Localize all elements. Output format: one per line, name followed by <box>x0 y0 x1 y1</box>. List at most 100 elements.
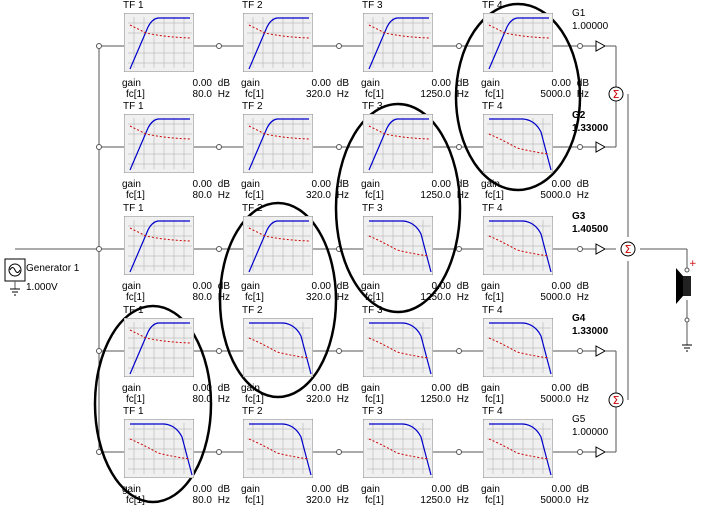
triangle-amp-icon[interactable] <box>595 345 607 357</box>
summer-symbol: Σ <box>625 243 632 256</box>
plot-frame <box>482 418 554 479</box>
fc-value: 5000.0 <box>540 190 571 201</box>
filter-title: TF 3 <box>362 406 383 417</box>
fc-label: fc[1] <box>245 89 264 100</box>
gain-unit: dB <box>336 484 349 495</box>
filter-block[interactable]: TF 1 gain 0.00 dB fc[1] 80.0 Hz <box>122 0 230 103</box>
gain-label: gain <box>241 281 260 292</box>
filter-block[interactable]: TF 4 gain 0.00 dB fc[1] 5000.0 Hz <box>481 203 589 306</box>
triangle-amp-icon[interactable] <box>595 446 607 458</box>
response-plot <box>482 418 554 479</box>
fc-unit: Hz <box>576 394 589 405</box>
plot-frame <box>362 418 434 479</box>
highlight-ellipse <box>218 201 338 399</box>
summer-icon[interactable] <box>608 86 624 102</box>
summer-icon[interactable] <box>608 392 624 408</box>
plot-frame <box>362 113 434 174</box>
gain-unit: dB <box>576 383 589 394</box>
gain-unit: dB <box>456 281 469 292</box>
filter-block[interactable]: TF 4 gain 0.00 dB fc[1] 5000.0 Hz <box>481 0 589 103</box>
speaker-icon[interactable]: + <box>676 259 697 304</box>
highlight-ellipse <box>334 102 462 314</box>
gain-stage-name: G5 <box>572 414 586 425</box>
fc-unit: Hz <box>336 292 349 303</box>
filter-block[interactable]: TF 2 gain 0.00 dB fc[1] 320.0 Hz <box>241 0 349 103</box>
gain-stage-value[interactable]: 1.00000 <box>572 21 609 32</box>
gain-unit: dB <box>576 484 589 495</box>
filter-title: TF 2 <box>242 406 263 417</box>
plot-frame <box>242 317 314 378</box>
gain-label: gain <box>481 383 500 394</box>
gain-value: 0.00 <box>311 383 331 394</box>
summer-icon[interactable] <box>620 241 636 257</box>
plot-frame <box>123 12 195 73</box>
filter-title: TF 3 <box>362 203 383 214</box>
filter-block[interactable]: TF 1 gain 0.00 dB fc[1] 80.0 Hz <box>122 101 230 204</box>
junction-node <box>577 43 583 49</box>
filter-block[interactable]: TF 2 gain 0.00 dB fc[1] 320.0 Hz <box>241 305 349 408</box>
gain-stage-value[interactable]: 1.33000 <box>572 326 609 337</box>
gain-label: gain <box>122 78 141 89</box>
response-plot <box>123 215 195 276</box>
gain-value: 0.00 <box>551 383 571 394</box>
filter-title: TF 2 <box>242 0 263 11</box>
triangle-amp-icon[interactable] <box>595 141 607 153</box>
gain-label: gain <box>122 484 141 495</box>
filter-block[interactable]: TF 1 gain 0.00 dB fc[1] 80.0 Hz <box>122 406 230 509</box>
gain-stage-value[interactable]: 1.00000 <box>572 427 609 438</box>
filter-block[interactable]: TF 3 gain 0.00 dB fc[1] 1250.0 Hz <box>361 0 469 103</box>
response-plot <box>482 113 554 174</box>
fc-value: 80.0 <box>192 394 212 405</box>
generator-name: Generator 1 <box>26 263 80 274</box>
junction-node <box>456 246 462 252</box>
response-plot <box>242 113 314 174</box>
filter-title: TF 3 <box>362 0 383 11</box>
gain-stage-value[interactable]: 1.33000 <box>572 123 609 134</box>
generator-voltage: 1.000V <box>26 282 58 293</box>
gain-unit: dB <box>336 383 349 394</box>
response-plot <box>482 317 554 378</box>
gain-unit: dB <box>217 383 230 394</box>
fc-unit: Hz <box>456 89 469 100</box>
filter-block[interactable]: TF 2 gain 0.00 dB fc[1] 320.0 Hz <box>241 101 349 204</box>
filter-block[interactable]: TF 4 gain 0.00 dB fc[1] 5000.0 Hz <box>481 305 589 408</box>
svg-text:+: + <box>689 259 697 269</box>
gain-label: gain <box>361 383 380 394</box>
gain-stage-value[interactable]: 1.40500 <box>572 224 609 235</box>
filter-block[interactable]: TF 1 gain 0.00 dB fc[1] 80.0 Hz <box>122 203 230 306</box>
triangle-amp-icon[interactable] <box>595 40 607 52</box>
filter-block[interactable]: TF 2 gain 0.00 dB fc[1] 320.0 Hz <box>241 203 349 306</box>
junction-node <box>577 449 583 455</box>
junction-node <box>96 246 102 252</box>
filter-block[interactable]: TF 2 gain 0.00 dB fc[1] 320.0 Hz <box>241 406 349 509</box>
fc-value: 80.0 <box>192 292 212 303</box>
response-plot <box>482 215 554 276</box>
gain-unit: dB <box>456 78 469 89</box>
response-plot <box>362 317 434 378</box>
sine-source-icon[interactable] <box>4 258 26 282</box>
filter-block[interactable]: TF 3 gain 0.00 dB fc[1] 1250.0 Hz <box>361 305 469 408</box>
plot-frame <box>123 113 195 174</box>
fc-label: fc[1] <box>485 190 504 201</box>
filter-block[interactable]: TF 4 gain 0.00 dB fc[1] 5000.0 Hz <box>481 406 589 509</box>
gain-label: gain <box>361 179 380 190</box>
gain-value: 0.00 <box>311 484 331 495</box>
filter-block[interactable]: TF 1 gain 0.00 dB fc[1] 80.0 Hz <box>122 305 230 408</box>
gain-label: gain <box>241 484 260 495</box>
filter-block[interactable]: TF 3 gain 0.00 dB fc[1] 1250.0 Hz <box>361 203 469 306</box>
gain-unit: dB <box>456 383 469 394</box>
filter-title: TF 1 <box>123 203 144 214</box>
gain-label: gain <box>481 281 500 292</box>
fc-label: fc[1] <box>245 495 264 506</box>
junction-node <box>577 246 583 252</box>
triangle-amp-icon[interactable] <box>595 243 607 255</box>
gain-value: 0.00 <box>551 281 571 292</box>
filter-block[interactable]: TF 3 gain 0.00 dB fc[1] 1250.0 Hz <box>361 406 469 509</box>
filter-block[interactable]: TF 4 gain 0.00 dB fc[1] 5000.0 Hz <box>481 101 589 204</box>
gain-label: gain <box>361 484 380 495</box>
fc-label: fc[1] <box>126 89 145 100</box>
fc-value: 5000.0 <box>540 394 571 405</box>
filter-block[interactable]: TF 3 gain 0.00 dB fc[1] 1250.0 Hz <box>361 101 469 204</box>
gain-value: 0.00 <box>192 383 212 394</box>
gain-unit: dB <box>217 484 230 495</box>
